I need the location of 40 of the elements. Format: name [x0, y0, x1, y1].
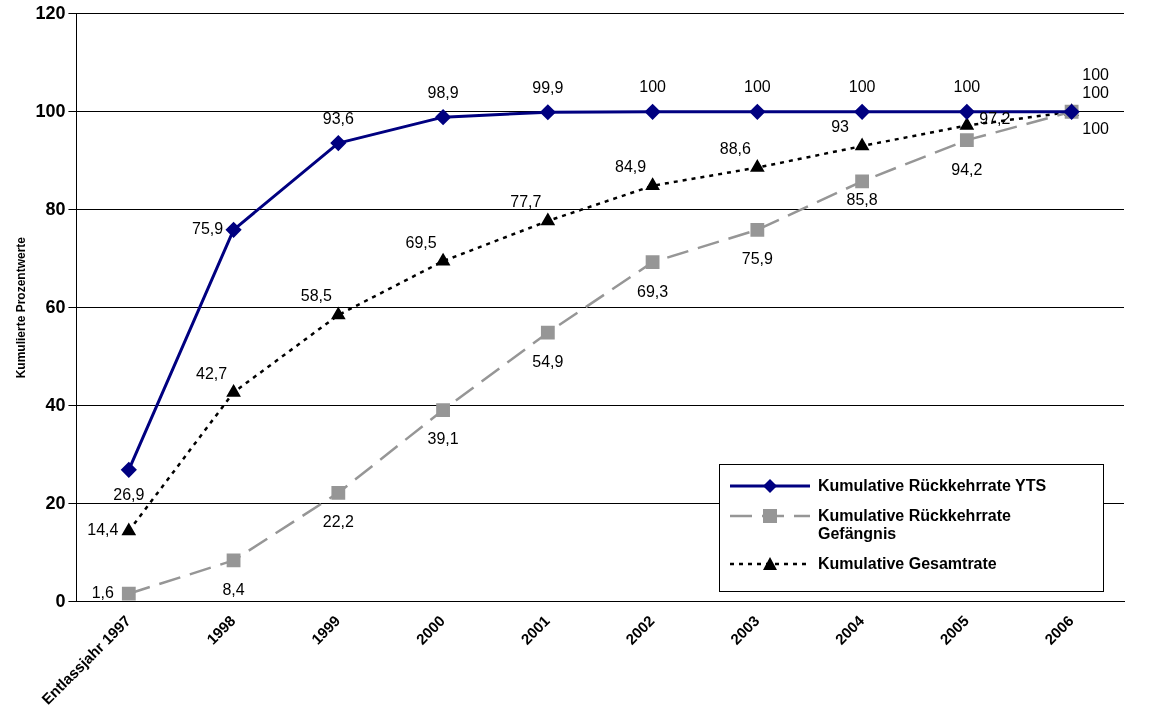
data-label: 99,9 — [532, 78, 564, 96]
data-label: 93 — [831, 118, 850, 136]
data-label: 100 — [1082, 120, 1110, 138]
data-label: 93,6 — [322, 109, 354, 127]
data-label: 100 — [744, 78, 771, 96]
data-label: 100 — [1082, 66, 1110, 84]
legend-label: Kumulative Rückkehrrate YTS — [818, 476, 1047, 495]
data-label: 69,3 — [637, 282, 669, 300]
y-tick-label: 60 — [45, 296, 66, 317]
data-label: 88,6 — [719, 140, 752, 157]
y-tick-label: 120 — [35, 2, 66, 23]
data-label: 69,5 — [405, 233, 437, 251]
data-label: 98,9 — [427, 83, 459, 101]
data-label: 100 — [848, 78, 876, 96]
data-label: 1,6 — [91, 584, 115, 602]
y-tick-label: 20 — [45, 492, 66, 513]
legend-label: Kumulative Gesamtrate — [818, 554, 997, 573]
y-tick-label: 80 — [45, 198, 66, 219]
data-label: 42,7 — [196, 364, 228, 382]
data-label: 75,9 — [741, 250, 774, 268]
data-label: 100 — [953, 78, 981, 96]
y-tick-label: 40 — [45, 394, 66, 415]
data-label: 84,9 — [615, 158, 647, 176]
data-label: 58,5 — [300, 287, 332, 305]
y-tick-label: 100 — [35, 100, 66, 121]
data-label: 39,1 — [427, 430, 459, 448]
y-axis-title: Kumulierte Prozentwerte — [13, 236, 28, 379]
data-label: 54,9 — [532, 353, 564, 371]
data-label: 85,8 — [846, 190, 878, 208]
data-label: 22,2 — [322, 513, 354, 531]
data-label: 14,4 — [87, 521, 119, 539]
data-label: 75,9 — [192, 220, 224, 238]
data-label: 94,2 — [951, 160, 983, 178]
data-label: 8,4 — [222, 580, 245, 598]
y-tick-label: 0 — [55, 590, 66, 611]
data-label: 100 — [639, 78, 667, 96]
data-label: 26,9 — [113, 486, 145, 504]
data-label: 100 — [1082, 84, 1110, 102]
data-label: 77,7 — [510, 193, 542, 211]
legend-label: Kumulative Rückkehrrate Gefängnis — [818, 506, 1012, 543]
